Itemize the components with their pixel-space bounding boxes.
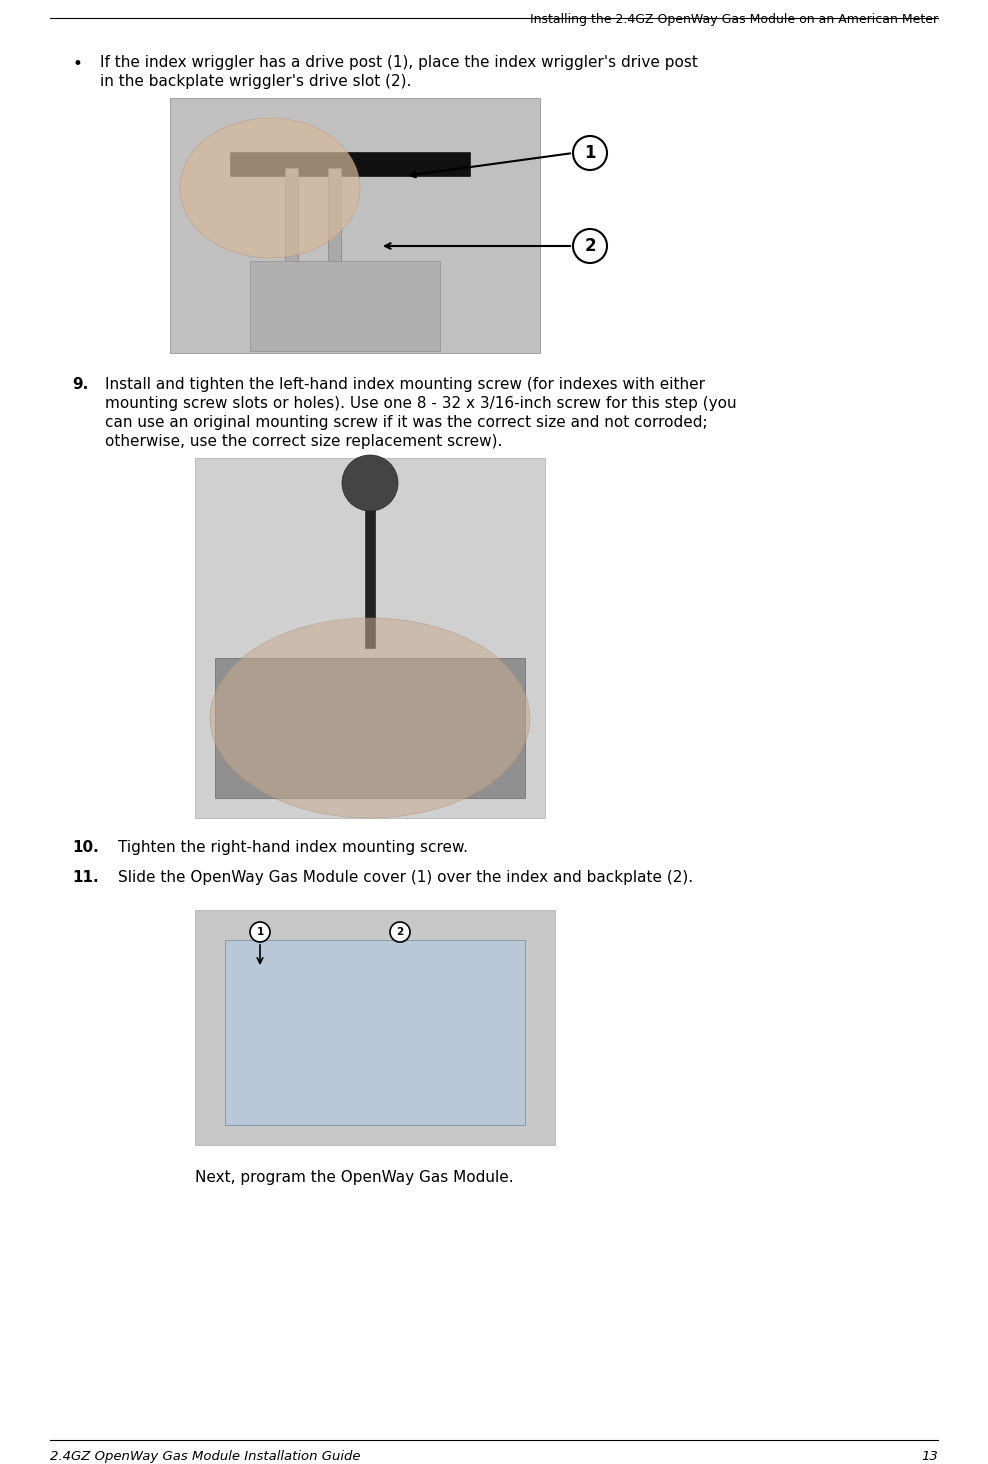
Ellipse shape [210, 618, 530, 818]
FancyBboxPatch shape [328, 168, 341, 332]
Text: If the index wriggler has a drive post (1), place the index wriggler's drive pos: If the index wriggler has a drive post (… [100, 56, 698, 70]
Text: Slide the OpenWay Gas Module cover (1) over the index and backplate (2).: Slide the OpenWay Gas Module cover (1) o… [118, 870, 694, 886]
Text: Installing the 2.4GZ OpenWay Gas Module on an American Meter: Installing the 2.4GZ OpenWay Gas Module … [530, 13, 938, 26]
Circle shape [342, 455, 398, 511]
FancyBboxPatch shape [215, 657, 525, 798]
Text: in the backplate wriggler's drive slot (2).: in the backplate wriggler's drive slot (… [100, 75, 411, 89]
FancyBboxPatch shape [250, 261, 440, 351]
Text: 2: 2 [584, 237, 596, 255]
Text: 9.: 9. [72, 378, 88, 392]
Ellipse shape [180, 119, 360, 258]
Circle shape [250, 922, 270, 941]
Circle shape [573, 228, 607, 264]
FancyBboxPatch shape [285, 168, 298, 332]
Text: can use an original mounting screw if it was the correct size and not corroded;: can use an original mounting screw if it… [105, 414, 707, 430]
FancyBboxPatch shape [365, 493, 375, 649]
FancyBboxPatch shape [195, 911, 555, 1145]
Text: 10.: 10. [72, 840, 99, 855]
Text: Install and tighten the left-hand index mounting screw (for indexes with either: Install and tighten the left-hand index … [105, 378, 705, 392]
Text: •: • [72, 56, 82, 73]
Text: Next, program the OpenWay Gas Module.: Next, program the OpenWay Gas Module. [195, 1170, 514, 1184]
FancyBboxPatch shape [195, 458, 545, 818]
FancyBboxPatch shape [170, 98, 540, 353]
FancyBboxPatch shape [225, 940, 525, 1124]
Text: mounting screw slots or holes). Use one 8 - 32 x 3/16-inch screw for this step (: mounting screw slots or holes). Use one … [105, 395, 737, 411]
Text: 1: 1 [584, 143, 596, 163]
Text: Tighten the right-hand index mounting screw.: Tighten the right-hand index mounting sc… [118, 840, 468, 855]
FancyBboxPatch shape [230, 152, 470, 176]
Circle shape [390, 922, 410, 941]
Text: 13: 13 [921, 1449, 938, 1463]
Text: 2: 2 [396, 927, 404, 937]
Text: otherwise, use the correct size replacement screw).: otherwise, use the correct size replacem… [105, 433, 502, 449]
Circle shape [573, 136, 607, 170]
Text: 11.: 11. [72, 870, 99, 886]
Text: 1: 1 [256, 927, 264, 937]
Text: 2.4GZ OpenWay Gas Module Installation Guide: 2.4GZ OpenWay Gas Module Installation Gu… [50, 1449, 361, 1463]
